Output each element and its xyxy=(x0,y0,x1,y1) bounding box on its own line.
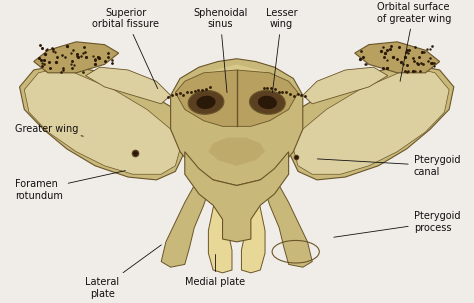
Polygon shape xyxy=(185,152,289,242)
Ellipse shape xyxy=(249,91,285,114)
Polygon shape xyxy=(24,67,180,174)
Text: Sphenoidal
sinus: Sphenoidal sinus xyxy=(193,8,247,93)
Polygon shape xyxy=(355,42,440,73)
Text: Foramen
rotundum: Foramen rotundum xyxy=(15,171,126,201)
Polygon shape xyxy=(19,64,185,180)
Polygon shape xyxy=(171,59,303,185)
Text: Pterygoid
process: Pterygoid process xyxy=(334,211,460,237)
Polygon shape xyxy=(34,42,118,73)
Text: Lateral
plate: Lateral plate xyxy=(85,245,161,299)
Polygon shape xyxy=(241,188,265,273)
Polygon shape xyxy=(289,64,454,180)
Polygon shape xyxy=(293,67,449,174)
Ellipse shape xyxy=(258,96,277,109)
Text: Medial plate: Medial plate xyxy=(185,255,246,287)
Text: Greater wing: Greater wing xyxy=(15,124,83,136)
Polygon shape xyxy=(265,185,312,267)
Polygon shape xyxy=(86,67,171,104)
Polygon shape xyxy=(209,188,232,273)
Text: Superior
orbital fissure: Superior orbital fissure xyxy=(92,8,159,88)
Polygon shape xyxy=(303,67,388,104)
Text: Lesser
wing: Lesser wing xyxy=(266,8,297,93)
Text: Pterygoid
canal: Pterygoid canal xyxy=(318,155,460,177)
Polygon shape xyxy=(209,138,265,166)
Polygon shape xyxy=(175,70,298,126)
Polygon shape xyxy=(190,64,284,101)
Ellipse shape xyxy=(188,91,224,114)
Text: Orbital surface
of greater wing: Orbital surface of greater wing xyxy=(376,2,451,81)
Ellipse shape xyxy=(196,96,216,109)
Polygon shape xyxy=(161,185,209,267)
